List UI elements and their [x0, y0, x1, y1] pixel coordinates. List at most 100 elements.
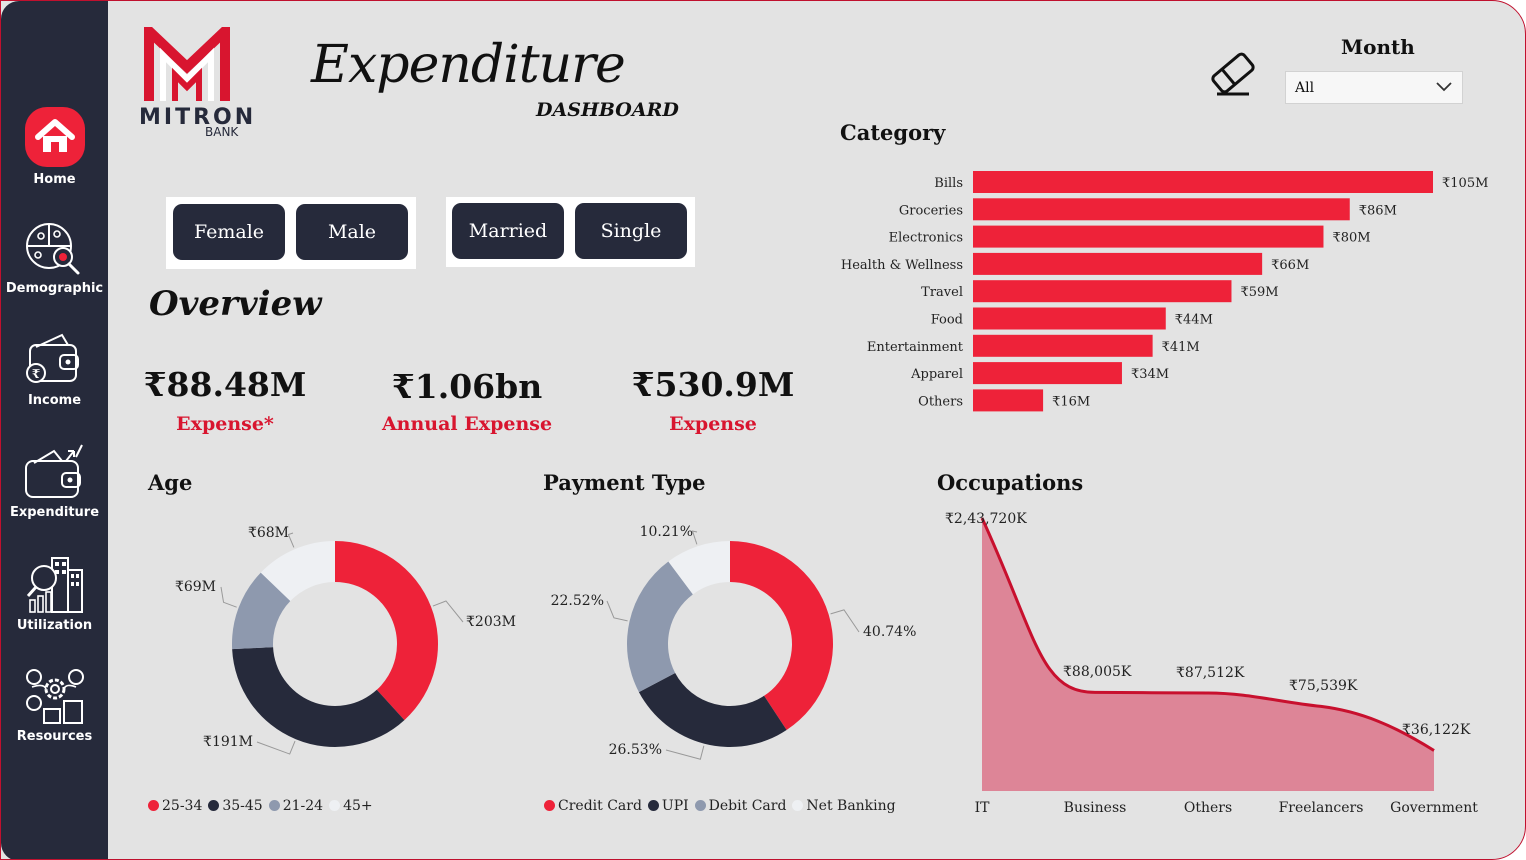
category-bar [973, 280, 1232, 303]
age-leader-line [220, 586, 237, 608]
category-bar [973, 307, 1166, 330]
age-legend-swatch [329, 800, 341, 811]
payment-data-label: 22.52% [551, 593, 604, 609]
page-subtitle: DASHBOARD [536, 99, 679, 121]
marital-slicer: Married Single [446, 197, 695, 267]
category-label: Entertainment [867, 340, 964, 355]
occupations-x-tick-label: Business [1064, 800, 1127, 816]
age-slice [232, 647, 405, 747]
brand-sub: BANK [205, 125, 239, 139]
payment-leader-line [691, 530, 698, 545]
category-bar [973, 252, 1263, 275]
nav-income[interactable]: ₹ Income [1, 331, 108, 408]
category-bar [973, 225, 1324, 248]
age-legend-swatch [148, 800, 159, 811]
utilization-icon [26, 557, 83, 613]
kpi-total-expense-label: Expense [669, 413, 757, 435]
age-leader-line [432, 600, 464, 623]
age-legend-swatch [268, 800, 280, 811]
chevron-down-icon [1436, 82, 1452, 92]
age-legend-item[interactable]: 45+ [329, 798, 373, 814]
payment-data-label: 10.21% [640, 524, 693, 540]
age-slice [232, 572, 291, 650]
age-slice [335, 541, 439, 721]
mitron-logo-mark [144, 19, 230, 101]
category-label: Travel [921, 285, 963, 300]
occupations-area-chart: IT Business Others Freelancers Government ₹2,… [945, 511, 1478, 816]
category-label: Bills [934, 176, 963, 191]
marital-married-button[interactable]: Married [452, 203, 564, 259]
occupations-data-label: ₹2,43,720K [945, 511, 1027, 527]
age-legend-item[interactable]: 25-34 [148, 798, 202, 814]
payment-legend-swatch [647, 800, 659, 811]
age-legend-label: 35-45 [222, 798, 263, 814]
expenditure-wallet-icon [24, 444, 83, 498]
nav-home[interactable]: Home [1, 106, 108, 187]
payment-slice [627, 561, 693, 693]
payment-legend-swatch [544, 800, 555, 811]
nav-home-label: Home [33, 172, 76, 187]
kpi-annual-expense-label: Annual Expense [381, 413, 553, 435]
age-legend-label: 45+ [343, 798, 373, 814]
payment-legend-label: Credit Card [558, 798, 642, 814]
nav-demographic[interactable]: Demographic [1, 219, 108, 296]
marital-single-button[interactable]: Single [575, 203, 687, 259]
payment-legend-item[interactable]: Credit Card [544, 798, 642, 814]
occupations-data-label: ₹36,122K [1402, 722, 1471, 738]
overview-title: Overview [149, 284, 322, 324]
payment-legend-item[interactable]: Net Banking [792, 798, 896, 814]
age-slice [260, 541, 335, 602]
category-label: Health & Wellness [841, 258, 963, 273]
age-legend-item[interactable]: 21-24 [268, 798, 323, 814]
occupations-data-label: ₹75,539K [1289, 678, 1358, 694]
month-dropdown[interactable]: All [1285, 71, 1463, 104]
category-bar [973, 171, 1433, 193]
category-value-label: ₹34M [1131, 367, 1169, 382]
category-bar [973, 334, 1153, 357]
occupations-x-tick-label: Others [1184, 800, 1232, 816]
category-value-label: ₹66M [1271, 258, 1309, 273]
gender-male-button[interactable]: Male [296, 204, 408, 260]
category-value-label: ₹41M [1162, 340, 1200, 355]
category-label: Apparel [910, 367, 963, 382]
payment-slice [638, 672, 787, 747]
payment-legend-swatch [694, 800, 706, 811]
brand-name: MITRON [139, 105, 257, 130]
category-value-label: ₹16M [1052, 394, 1090, 409]
payment-legend-item[interactable]: UPI [647, 798, 689, 814]
home-icon [24, 107, 85, 167]
page-title: Expenditure [311, 35, 626, 95]
nav-income-label: Income [27, 393, 82, 408]
resources-icon [25, 669, 84, 724]
category-bar-chart: Bills ₹105M Groceries ₹86M Electronics ₹80M He… [841, 171, 1488, 412]
category-label: Others [918, 394, 963, 409]
category-value-label: ₹105M [1442, 176, 1488, 191]
nav-expenditure[interactable]: Expenditure [1, 443, 108, 520]
age-data-label: ₹69M [175, 579, 216, 595]
age-legend-label: 25-34 [162, 798, 203, 814]
kpi-expense-value: ₹88.48M [143, 365, 307, 404]
category-value-label: ₹44M [1175, 313, 1213, 328]
nav-resources[interactable]: Resources [1, 667, 108, 744]
nav-demographic-label: Demographic [5, 281, 104, 296]
age-data-label: ₹203M [466, 614, 516, 630]
clear-filters-eraser-icon[interactable] [1207, 49, 1259, 97]
payment-legend-label: UPI [661, 798, 689, 814]
nav-utilization[interactable]: Utilization [1, 556, 108, 633]
payment-chart-title: Payment Type [543, 470, 706, 495]
payment-legend-item[interactable]: Debit Card [694, 798, 787, 814]
category-label: Groceries [899, 203, 963, 218]
age-legend-item[interactable]: 35-45 [208, 798, 263, 814]
month-selected-value: All [1295, 80, 1315, 96]
occupations-x-tick-label: Government [1390, 800, 1478, 816]
payment-legend-label: Debit Card [708, 798, 787, 814]
occupations-x-tick-label: IT [975, 800, 991, 816]
payment-donut-chart: 40.74% 26.53% 22.52% 10.21% [551, 524, 916, 760]
age-data-label: ₹68M [248, 525, 289, 541]
gender-female-button[interactable]: Female [173, 204, 285, 260]
category-bar [973, 389, 1044, 412]
payment-slice [730, 541, 833, 731]
payment-data-label: 26.53% [609, 742, 662, 758]
svg-text:₹: ₹ [31, 367, 39, 381]
